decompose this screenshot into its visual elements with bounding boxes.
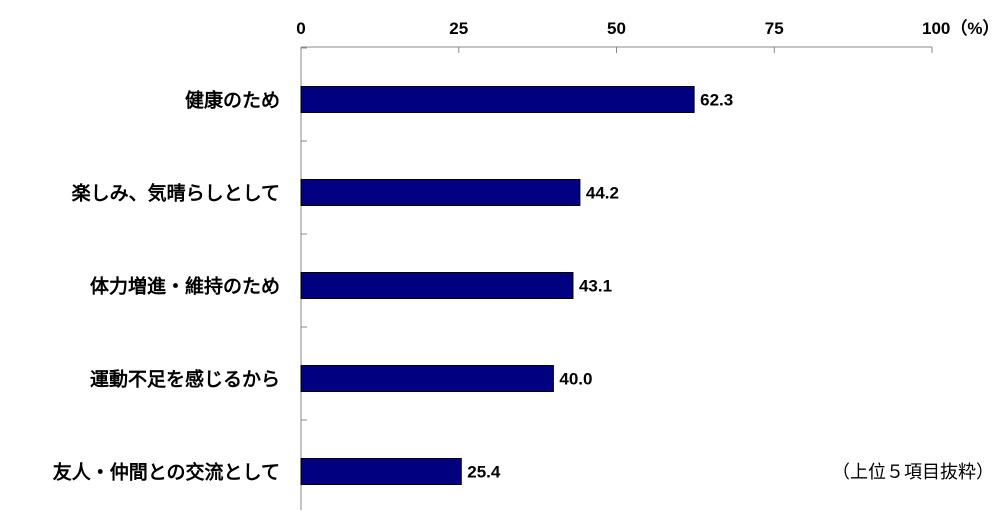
bar	[300, 365, 554, 392]
data-label: 43.1	[579, 277, 612, 296]
data-label: 62.3	[700, 91, 733, 110]
data-label: 44.2	[586, 184, 619, 203]
data-label: 25.4	[467, 463, 501, 482]
category-label: 楽しみ、気晴らしとして	[72, 182, 280, 205]
x-tick-label: 75	[765, 19, 784, 38]
bar	[300, 86, 695, 113]
category-label: 運動不足を感じるから	[90, 368, 280, 391]
category-label: 友人・仲間との交流として	[53, 461, 280, 484]
x-tick-label: 25	[449, 19, 468, 38]
x-tick-label: 0	[296, 19, 305, 38]
bar	[300, 272, 574, 299]
category-label: 体力増進・維持のため	[90, 275, 280, 298]
bar	[300, 179, 581, 206]
category-label: 健康のため	[185, 89, 280, 112]
bar	[300, 458, 462, 485]
x-tick-label: 100（%）	[922, 18, 999, 38]
data-label: 40.0	[559, 370, 592, 389]
x-tick-label: 50	[607, 19, 626, 38]
chart-note: （上位５項目抜粋）	[832, 462, 994, 483]
